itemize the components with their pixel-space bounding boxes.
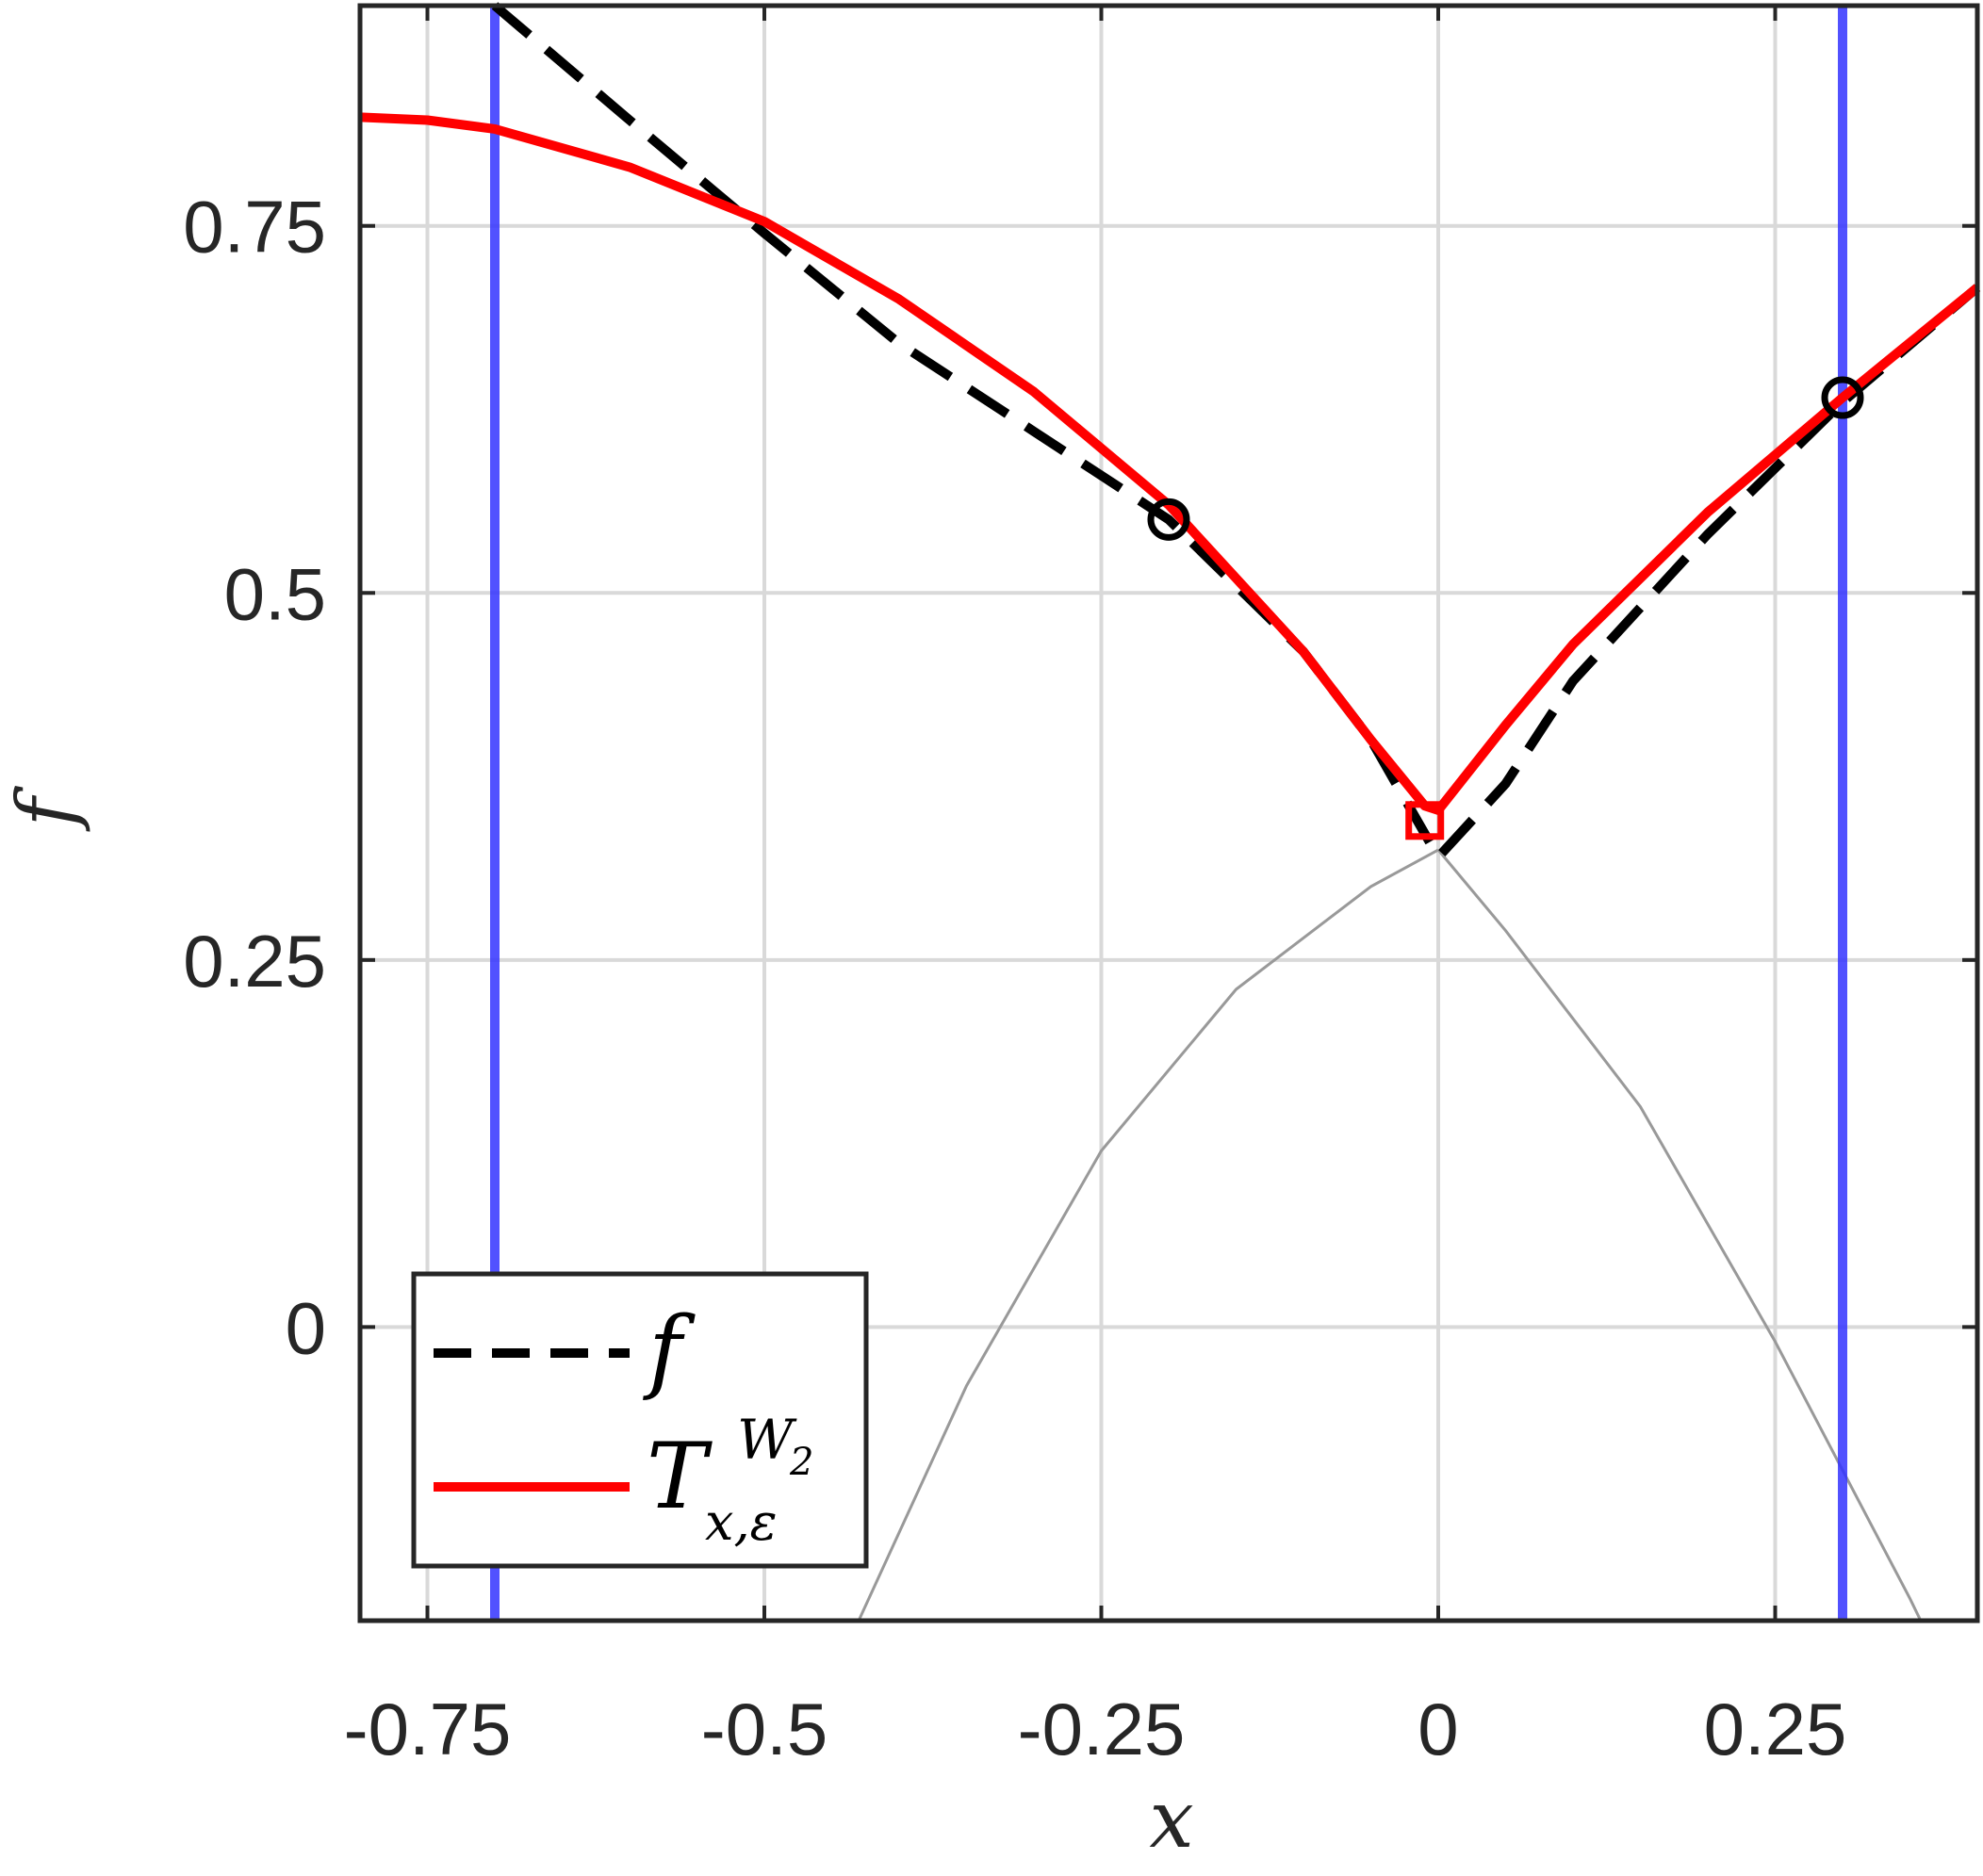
series-line-f	[491, 2, 1981, 862]
y-tick-label: 0	[286, 1286, 326, 1369]
legend-t-superscript: W	[737, 1408, 797, 1472]
y-tick-label: 0.5	[224, 552, 326, 635]
x-tick-label: 0.25	[1704, 1688, 1847, 1770]
legend-t-subscript: x,ε	[705, 1493, 778, 1552]
axes-box	[357, 3, 1980, 1623]
legend-t-main: T	[647, 1424, 713, 1529]
y-axis-title: f	[0, 786, 92, 833]
circle-marker	[1821, 376, 1864, 419]
tick-labels: -0.75 -0.5 -0.25 0 0.25 0 0.25 0.5 0.75	[183, 186, 1846, 1770]
y-tick-label: 0.25	[183, 920, 326, 1003]
legend: f T W 2 x,ε	[411, 1271, 869, 1569]
legend-t-superscript-sub: 2	[789, 1441, 813, 1484]
square-marker	[1405, 801, 1445, 840]
reference-curves	[857, 848, 1923, 1622]
axes-frame	[357, 3, 1980, 1623]
legend-box	[411, 1271, 869, 1569]
y-tick-label: 0.75	[183, 186, 326, 269]
series-line-T	[359, 112, 1981, 815]
legend-label-t: T	[647, 1424, 713, 1529]
markers	[1147, 376, 1864, 840]
circle-marker	[1147, 498, 1190, 541]
x-axis-title: x	[1149, 1773, 1193, 1866]
series-lines	[359, 2, 1981, 862]
reference-curve	[857, 848, 1439, 1622]
reference-curve	[1436, 849, 1923, 1622]
x-tick-label: -0.5	[701, 1688, 828, 1770]
x-tick-label: -0.25	[1018, 1688, 1186, 1770]
x-tick-label: 0	[1418, 1688, 1458, 1770]
x-tick-label: -0.75	[344, 1688, 512, 1770]
